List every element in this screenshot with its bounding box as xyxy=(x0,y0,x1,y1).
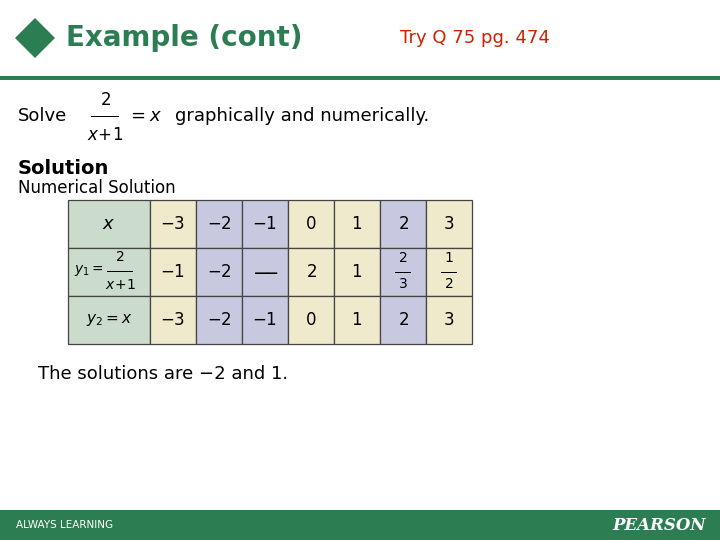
Bar xyxy=(334,248,380,296)
Text: ALWAYS LEARNING: ALWAYS LEARNING xyxy=(16,520,113,530)
Text: The solutions are −2 and 1.: The solutions are −2 and 1. xyxy=(38,365,288,383)
Text: $3$: $3$ xyxy=(444,311,454,329)
Text: $2$: $2$ xyxy=(398,251,408,265)
Text: $-2$: $-2$ xyxy=(207,215,231,233)
Bar xyxy=(150,200,196,248)
Text: $2$: $2$ xyxy=(444,277,454,291)
Text: $2$: $2$ xyxy=(305,263,317,281)
Text: $-1$: $-1$ xyxy=(253,311,277,329)
Bar xyxy=(68,200,150,248)
Bar xyxy=(380,296,426,344)
Bar xyxy=(380,200,426,248)
Text: $-1$: $-1$ xyxy=(161,263,186,281)
Bar xyxy=(196,248,242,296)
Text: Example (cont): Example (cont) xyxy=(66,24,302,52)
Bar xyxy=(395,272,411,273)
Text: Try Q 75 pg. 474: Try Q 75 pg. 474 xyxy=(400,29,550,47)
Bar xyxy=(334,200,380,248)
Text: $0$: $0$ xyxy=(305,311,317,329)
Bar xyxy=(441,272,457,273)
Text: $2$: $2$ xyxy=(115,250,125,264)
Bar xyxy=(0,0,720,78)
Text: $1$: $1$ xyxy=(351,215,363,233)
Text: $3$: $3$ xyxy=(444,215,454,233)
Bar xyxy=(0,510,720,540)
Text: $1$: $1$ xyxy=(351,263,363,281)
Text: $-3$: $-3$ xyxy=(161,215,186,233)
Text: $1$: $1$ xyxy=(444,251,454,265)
Text: $-\!\!\!-$: $-\!\!\!-$ xyxy=(251,262,279,281)
Text: $-2$: $-2$ xyxy=(207,311,231,329)
Bar xyxy=(426,248,472,296)
Text: PEARSON: PEARSON xyxy=(613,516,706,534)
Bar xyxy=(196,200,242,248)
Text: $x\!+\!1$: $x\!+\!1$ xyxy=(104,278,135,292)
Text: $3$: $3$ xyxy=(398,277,408,291)
Bar xyxy=(196,296,242,344)
Bar xyxy=(426,200,472,248)
Text: $-3$: $-3$ xyxy=(161,311,186,329)
Text: graphically and numerically.: graphically and numerically. xyxy=(175,107,429,125)
Text: Solve: Solve xyxy=(18,107,67,125)
Text: $-1$: $-1$ xyxy=(253,215,277,233)
Bar xyxy=(288,296,334,344)
Bar xyxy=(380,248,426,296)
Bar xyxy=(150,296,196,344)
Text: $x$: $x$ xyxy=(102,215,116,233)
Text: Numerical Solution: Numerical Solution xyxy=(18,179,176,197)
Bar xyxy=(426,296,472,344)
Bar xyxy=(242,296,288,344)
Text: $y_1=$: $y_1=$ xyxy=(74,264,104,279)
Bar xyxy=(91,116,119,117)
Text: $y_2=x$: $y_2=x$ xyxy=(86,312,132,328)
Bar xyxy=(68,296,150,344)
Text: Solution: Solution xyxy=(18,159,109,178)
Polygon shape xyxy=(15,18,55,58)
Text: $2$: $2$ xyxy=(99,91,110,109)
Bar xyxy=(288,200,334,248)
Text: $2$: $2$ xyxy=(397,311,408,329)
Bar xyxy=(0,76,720,80)
Text: $2$: $2$ xyxy=(397,215,408,233)
Text: $0$: $0$ xyxy=(305,215,317,233)
Bar xyxy=(242,248,288,296)
Bar xyxy=(242,200,288,248)
Bar xyxy=(68,248,150,296)
Bar xyxy=(334,296,380,344)
Bar xyxy=(288,248,334,296)
Bar xyxy=(107,271,133,272)
Text: $x\!+\!1$: $x\!+\!1$ xyxy=(87,126,123,144)
Text: $1$: $1$ xyxy=(351,311,363,329)
Text: $=x$: $=x$ xyxy=(127,107,162,125)
Bar xyxy=(150,248,196,296)
Text: $-2$: $-2$ xyxy=(207,263,231,281)
